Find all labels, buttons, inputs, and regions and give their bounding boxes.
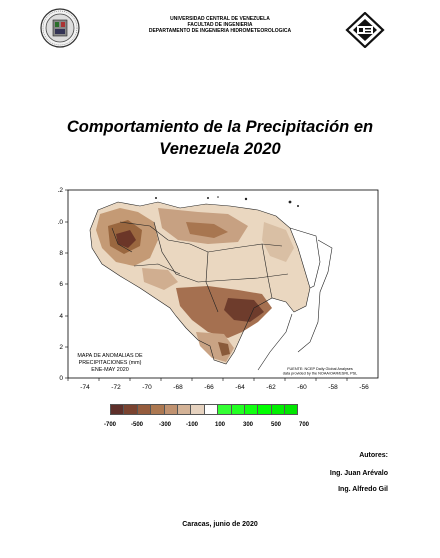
color-scale-legend xyxy=(110,404,299,415)
legend-label: 300 xyxy=(242,422,254,428)
legend-swatch xyxy=(123,404,138,415)
x-tick-label: -62 xyxy=(266,384,276,391)
x-tick-label: -68 xyxy=(173,384,183,391)
legend-label: -700 xyxy=(103,422,117,428)
legend-swatch xyxy=(230,404,245,415)
y-tick-label: 12 xyxy=(58,187,63,194)
islands xyxy=(155,196,299,207)
y-tick-label: 4 xyxy=(59,313,63,320)
legend-swatch xyxy=(203,404,219,415)
y-tick-label: 6 xyxy=(59,281,63,288)
legend-swatch xyxy=(176,404,192,415)
map-source-line2: data provided by the NOAA/OAR/ESRL PSL xyxy=(283,372,358,376)
legend-label: 100 xyxy=(214,422,226,428)
author-name: Ing. Alfredo Gil xyxy=(338,486,388,493)
axis-ticks xyxy=(65,189,348,381)
legend-label: 700 xyxy=(298,422,310,428)
department-logo-icon xyxy=(345,12,385,48)
legend-swatch xyxy=(190,404,205,415)
legend-swatch xyxy=(217,404,232,415)
legend-swatch xyxy=(136,404,152,415)
legend-swatch xyxy=(243,404,259,415)
report-title: Comportamiento de la Precipitación en Ve… xyxy=(20,116,420,160)
legend-swatch xyxy=(284,404,299,415)
place-date: Caracas, junio de 2020 xyxy=(182,521,258,528)
y-tick-label: 10 xyxy=(58,219,63,226)
report-title-line2: Venezuela 2020 xyxy=(159,140,281,158)
x-tick-label: -72 xyxy=(111,384,121,391)
anomaly-shading xyxy=(90,202,310,364)
faculty-name: FACULTAD DE INGENIERIA xyxy=(187,22,253,28)
border-lines xyxy=(89,201,333,371)
map-inset-label-line1: MAPA DE ANOMALIAS DE xyxy=(77,353,143,359)
legend-swatch xyxy=(150,404,165,415)
x-tick-label: -58 xyxy=(328,384,338,391)
y-tick-label: 8 xyxy=(59,250,63,257)
legend-swatch xyxy=(163,404,178,415)
x-tick-label: -70 xyxy=(142,384,152,391)
map-inset-label-line3: ENE-MAY 2020 xyxy=(91,367,129,373)
x-tick-label: -66 xyxy=(204,384,214,391)
y-tick-label: 2 xyxy=(59,344,63,351)
legend-swatch xyxy=(110,404,125,415)
x-tick-label: -60 xyxy=(297,384,307,391)
x-tick-label: -56 xyxy=(359,384,369,391)
precipitation-anomaly-map: -74 -72 -70 -68 -66 -64 -62 -60 -58 -56 … xyxy=(58,187,379,391)
y-tick-label: 0 xyxy=(59,375,63,382)
legend-label: -500 xyxy=(130,422,144,428)
legend-swatch xyxy=(270,404,286,415)
legend-swatch xyxy=(257,404,272,415)
department-name: DEPARTAMENTO DE INGENIERIA HIDROMETEOROL… xyxy=(148,28,292,34)
authors-heading: Autores: xyxy=(359,452,388,459)
x-tick-label: -74 xyxy=(80,384,90,391)
university-seal-icon xyxy=(40,8,80,48)
report-title-line1: Comportamiento de la Precipitación en xyxy=(66,118,374,136)
legend-label: -100 xyxy=(185,422,199,428)
map-source-line1: FUENTE: NCEP Daily Global Analyses xyxy=(287,367,353,371)
legend-label: -300 xyxy=(158,422,172,428)
legend-label: 500 xyxy=(270,422,282,428)
map-inset-label-line2: PRECIPITACIONES (mm) xyxy=(79,360,142,366)
x-tick-label: -64 xyxy=(235,384,245,391)
author-name: Ing. Juan Arévalo xyxy=(329,470,388,477)
university-name: UNIVERSIDAD CENTRAL DE VENEZUELA xyxy=(170,16,270,22)
